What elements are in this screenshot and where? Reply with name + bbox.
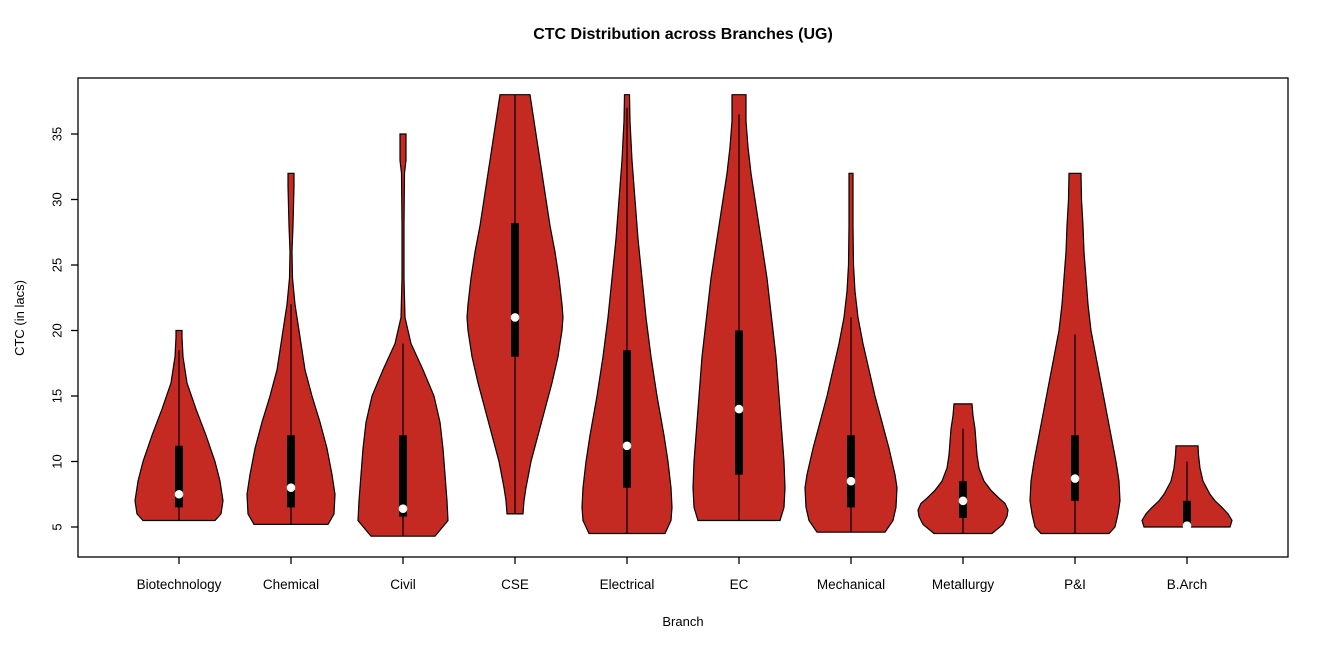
x-tick-label-chemical: Chemical bbox=[263, 577, 319, 592]
y-axis-title: CTC (in lacs) bbox=[12, 280, 27, 356]
chart-title: CTC Distribution across Branches (UG) bbox=[533, 26, 833, 43]
violin-box-electrical bbox=[623, 350, 631, 488]
x-tick-label-metallurgy: Metallurgy bbox=[932, 577, 995, 592]
violin-median-pi bbox=[1070, 474, 1080, 483]
violin-box-biotechnology bbox=[175, 445, 183, 508]
y-tick-label-15: 15 bbox=[49, 389, 64, 403]
x-tick-label-pi: P&I bbox=[1064, 577, 1086, 592]
violin-median-electrical bbox=[622, 441, 632, 451]
y-tick-label-35: 35 bbox=[49, 127, 64, 141]
violin-shape-civil bbox=[357, 133, 449, 537]
y-tick-label-30: 30 bbox=[49, 192, 64, 206]
x-axis-title: Branch bbox=[662, 614, 704, 629]
x-tick-label-biotechnology: Biotechnology bbox=[137, 577, 222, 592]
x-tick-label-cse: CSE bbox=[501, 577, 529, 592]
violin-box-mechanical bbox=[847, 435, 855, 508]
y-tick-label-5: 5 bbox=[49, 523, 64, 530]
violin-median-barch bbox=[1182, 521, 1192, 530]
x-tick-label-civil: Civil bbox=[390, 577, 416, 592]
y-tick-label-20: 20 bbox=[49, 323, 64, 337]
x-tick-label-electrical: Electrical bbox=[600, 577, 655, 592]
violin-median-civil bbox=[398, 504, 408, 513]
x-tick-label-barch: B.Arch bbox=[1167, 577, 1208, 592]
violin-median-cse bbox=[510, 313, 520, 322]
violin-median-chemical bbox=[286, 483, 296, 493]
y-tick-label-25: 25 bbox=[49, 258, 64, 272]
violin-box-cse bbox=[511, 223, 519, 357]
violin-median-metallurgy bbox=[958, 496, 968, 506]
violin-box-ec bbox=[735, 330, 743, 475]
x-tick-label-ec: EC bbox=[730, 577, 749, 592]
violin-median-biotechnology bbox=[174, 489, 184, 499]
violin-box-chemical bbox=[287, 435, 295, 508]
violin-box-pi bbox=[1071, 435, 1079, 501]
violin-box-civil bbox=[399, 435, 407, 517]
plot-border bbox=[77, 77, 1289, 558]
violin-median-ec bbox=[734, 404, 744, 414]
violin-median-mechanical bbox=[846, 476, 856, 486]
x-tick-label-mechanical: Mechanical bbox=[817, 577, 885, 592]
violin-box-barch bbox=[1183, 500, 1191, 526]
y-tick-label-10: 10 bbox=[49, 454, 64, 468]
